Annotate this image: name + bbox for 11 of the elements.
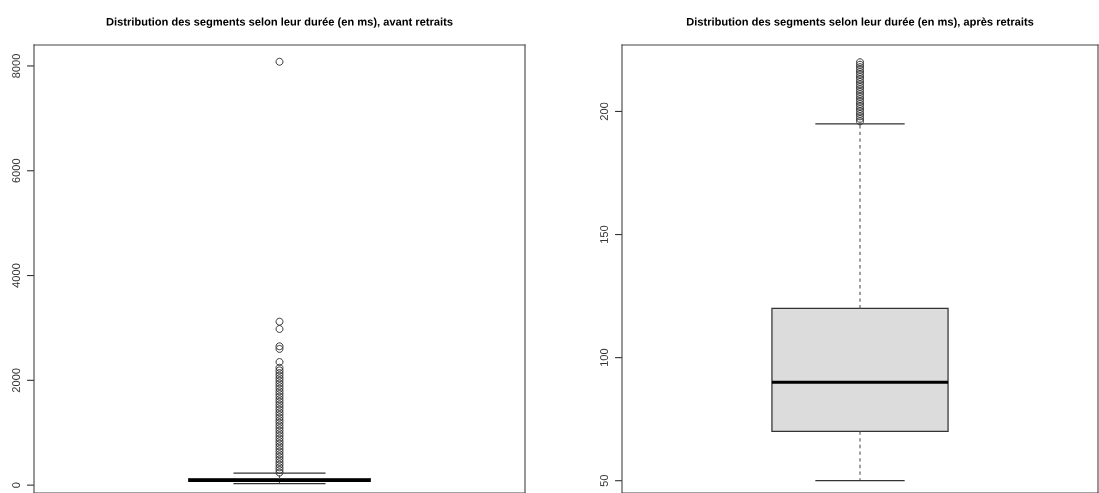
chart-title: Distribution des segments selon leur durée (en ms), avant retraits xyxy=(106,17,453,28)
y-tick-label: 200 xyxy=(600,102,608,121)
y-tick-label: 50 xyxy=(600,474,608,487)
chart-title: Distribution des segments selon leur durée (en ms), après retraits xyxy=(686,17,1034,28)
y-tick-label: 8000 xyxy=(12,54,20,78)
y-tick-label: 100 xyxy=(600,348,608,367)
y-tick-label: 2000 xyxy=(12,368,20,393)
y-tick-label: 6000 xyxy=(12,158,20,183)
y-tick-label: 150 xyxy=(600,225,608,243)
y-tick-label: 4000 xyxy=(12,263,20,288)
y-tick-label: 0 xyxy=(12,482,20,488)
